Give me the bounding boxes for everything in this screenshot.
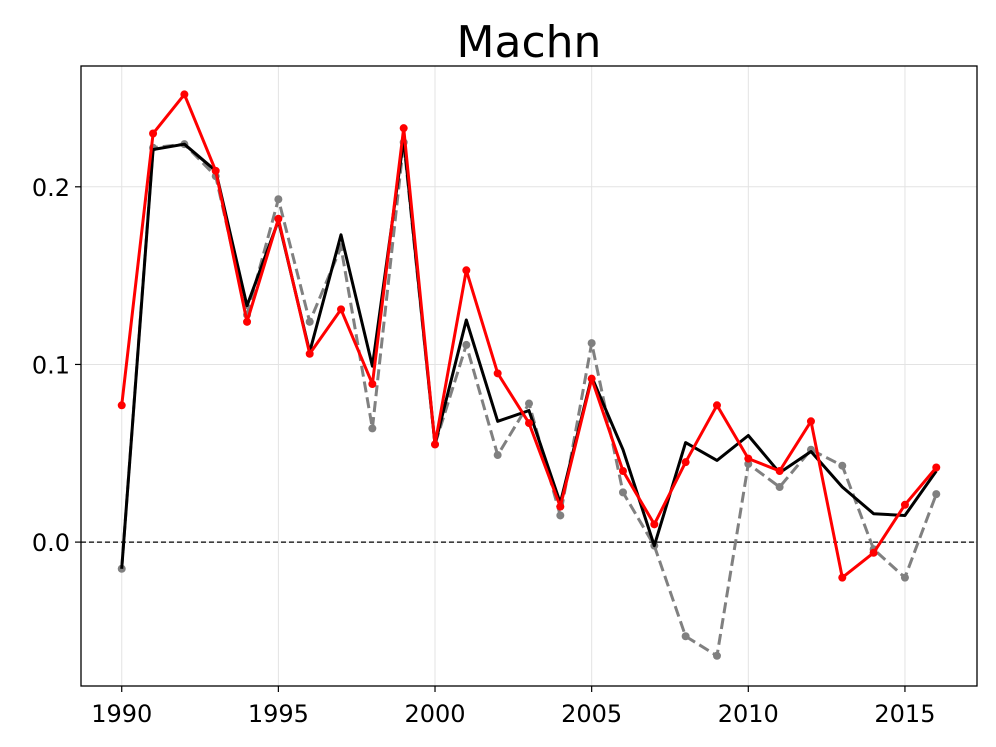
data-point-2 (149, 129, 158, 138)
data-point-2 (274, 214, 283, 223)
x-tick-label: 2015 (874, 700, 935, 728)
plot-frame (80, 65, 978, 687)
data-point-0 (462, 340, 471, 349)
data-point-0 (838, 461, 847, 470)
series-1 (120, 137, 938, 569)
data-point-2 (681, 458, 690, 467)
data-point-2 (900, 500, 909, 509)
y-tick-label: 0.0 (32, 529, 70, 557)
data-point-2 (368, 379, 377, 388)
data-point-0 (305, 317, 314, 326)
data-point-2 (117, 401, 126, 410)
data-point-2 (556, 502, 565, 511)
series-2 (117, 90, 941, 582)
data-point-2 (775, 467, 784, 476)
data-point-2 (587, 374, 596, 383)
data-point-2 (243, 317, 252, 326)
data-point-0 (493, 451, 502, 460)
x-tick-label: 2000 (404, 700, 465, 728)
data-point-0 (900, 573, 909, 582)
y-axis: 0.0 0.1 0.2 (32, 174, 81, 557)
grid (81, 66, 977, 686)
data-point-2 (399, 124, 408, 133)
data-point-2 (650, 520, 659, 529)
data-point-2 (618, 467, 627, 476)
series-0 (117, 138, 941, 660)
x-tick-label: 1990 (91, 700, 152, 728)
data-point-2 (712, 401, 721, 410)
data-point-2 (211, 166, 220, 175)
data-point-2 (337, 305, 346, 314)
data-point-0 (556, 511, 565, 520)
x-tick-label: 2010 (718, 700, 779, 728)
data-point-0 (368, 424, 377, 433)
data-point-0 (587, 339, 596, 348)
data-point-0 (775, 483, 784, 492)
data-point-0 (525, 399, 533, 408)
data-point-0 (712, 651, 721, 660)
series-line-2 (120, 92, 938, 580)
data-point-2 (869, 548, 878, 557)
data-point-2 (462, 266, 471, 275)
series-group (117, 90, 941, 660)
data-point-2 (932, 463, 941, 472)
data-point-2 (838, 573, 847, 582)
x-axis: 1990 1995 2000 2005 2010 2015 (91, 686, 935, 728)
data-point-0 (681, 632, 690, 641)
series-line-1 (120, 137, 938, 569)
data-point-2 (493, 369, 502, 378)
data-point-2 (806, 417, 815, 426)
chart-title: Machn (457, 17, 602, 68)
data-point-0 (274, 195, 283, 204)
series-line-0 (120, 140, 938, 658)
x-tick-label: 1995 (248, 700, 309, 728)
data-point-2 (180, 90, 189, 99)
x-tick-label: 2005 (561, 700, 622, 728)
data-point-2 (525, 419, 533, 428)
data-point-0 (618, 488, 627, 497)
data-point-2 (305, 349, 314, 358)
data-point-0 (932, 490, 941, 499)
y-tick-label: 0.2 (32, 174, 70, 202)
y-tick-label: 0.1 (32, 351, 70, 379)
data-point-2 (744, 454, 753, 463)
data-point-2 (431, 440, 440, 449)
